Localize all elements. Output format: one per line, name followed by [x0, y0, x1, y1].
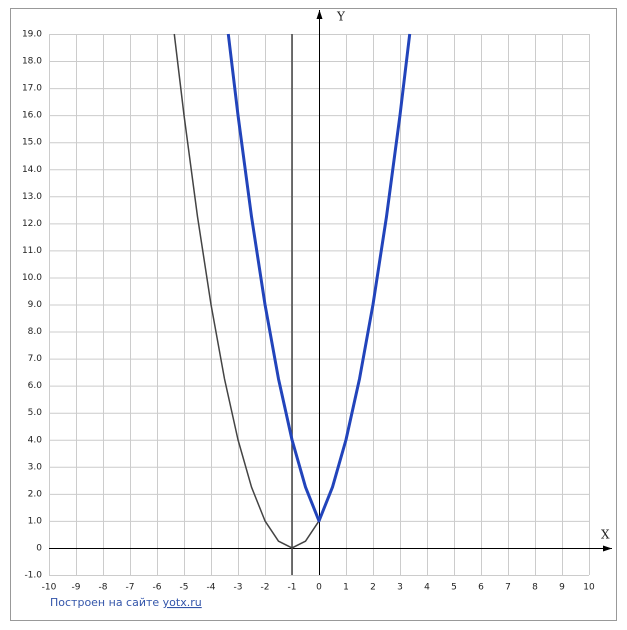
- y-tick-label: -1.0: [24, 571, 42, 581]
- y-tick-label: 0: [36, 543, 42, 553]
- y-tick-label: 9.0: [28, 300, 43, 310]
- x-tick-label: -10: [42, 583, 57, 593]
- y-tick-label: 16.0: [22, 111, 42, 121]
- x-tick-label: 0: [316, 583, 322, 593]
- footer-link[interactable]: yotx.ru: [163, 596, 202, 609]
- y-tick-label: 12.0: [22, 219, 42, 229]
- x-tick-label: 4: [424, 583, 430, 593]
- y-tick-label: 6.0: [28, 381, 43, 391]
- y-tick-label: 15.0: [22, 138, 42, 148]
- y-axis-arrow: [316, 10, 323, 19]
- x-tick-label: 8: [532, 583, 538, 593]
- y-tick-label: 10.0: [22, 273, 42, 283]
- x-axis-label: X: [601, 528, 610, 542]
- y-tick-label: 7.0: [28, 354, 43, 364]
- y-tick-label: 1.0: [28, 516, 43, 526]
- x-tick-label: -5: [180, 583, 189, 593]
- x-tick-label: -7: [126, 583, 135, 593]
- x-tick-label: -8: [99, 583, 108, 593]
- curve: [226, 33, 412, 523]
- y-tick-label: 3.0: [28, 462, 43, 472]
- y-tick-label: 5.0: [28, 408, 43, 418]
- x-tick-label: 10: [583, 583, 595, 593]
- x-tick-label: 5: [451, 583, 457, 593]
- x-tick-label: 9: [559, 583, 565, 593]
- x-tick-label: -1: [288, 583, 297, 593]
- frame: [10, 8, 617, 621]
- y-axis-label: Y: [336, 10, 346, 24]
- footer-text: Построен на сайте: [50, 596, 159, 609]
- x-tick-label: -9: [72, 583, 81, 593]
- x-tick-label: 1: [343, 583, 349, 593]
- x-tick-label: 7: [505, 583, 511, 593]
- y-tick-label: 19.0: [22, 30, 42, 40]
- x-tick-label: -3: [234, 583, 243, 593]
- x-tick-label: -4: [207, 583, 216, 593]
- x-tick-label: -2: [261, 583, 270, 593]
- y-tick-label: 8.0: [28, 327, 43, 337]
- y-tick-label: 17.0: [22, 84, 42, 94]
- y-tick-label: 13.0: [22, 192, 42, 202]
- x-tick-label: 2: [370, 583, 376, 593]
- y-tick-label: 18.0: [22, 57, 42, 67]
- footer: Построен на сайте yotx.ru: [50, 596, 202, 609]
- y-tick-label: 4.0: [28, 435, 43, 445]
- x-axis-arrow: [603, 545, 612, 552]
- x-tick-label: -6: [153, 583, 162, 593]
- y-tick-label: 2.0: [28, 489, 43, 499]
- y-tick-label: 11.0: [22, 246, 42, 256]
- y-tick-label: 14.0: [22, 165, 42, 175]
- x-tick-label: 6: [478, 583, 484, 593]
- x-tick-label: 3: [397, 583, 403, 593]
